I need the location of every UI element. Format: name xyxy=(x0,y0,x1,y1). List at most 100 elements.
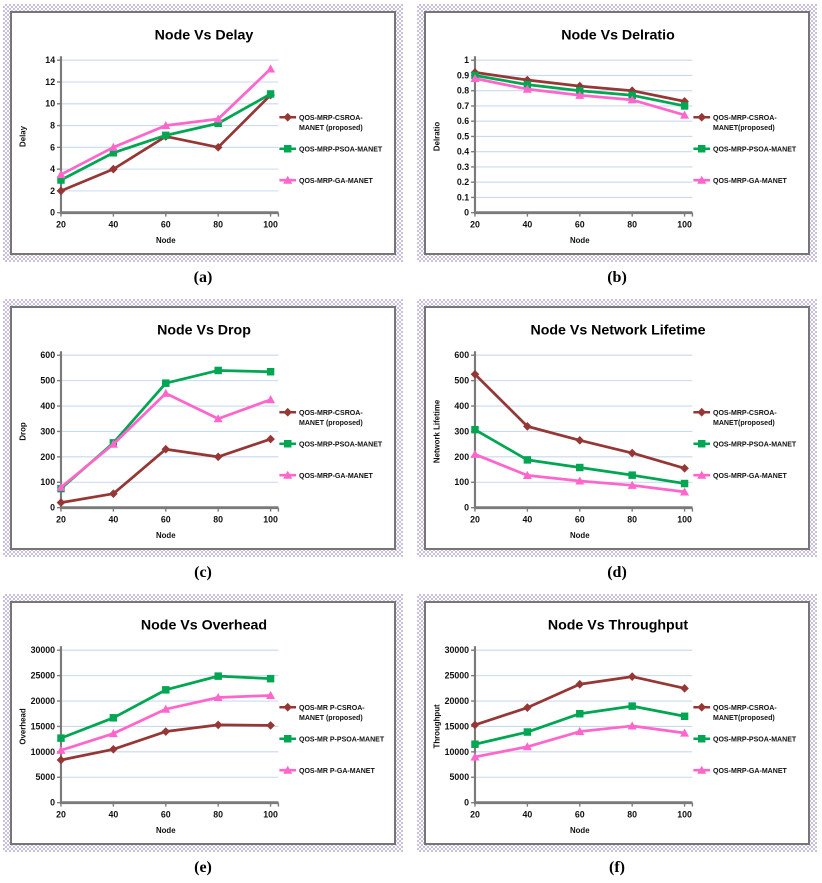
x-tick-label: 20 xyxy=(56,809,66,819)
legend-marker-triangle-icon xyxy=(697,470,707,479)
legend-entry: QOS-MRP-PSOA-MANET xyxy=(693,735,797,743)
legend-label: MANET (proposed) xyxy=(299,420,363,427)
series-point-marker-triangle-icon xyxy=(266,64,276,73)
y-axis-label: Drop xyxy=(19,422,28,441)
series-point-marker-triangle-icon xyxy=(522,84,532,93)
y-tick-label: 100 xyxy=(40,477,55,487)
y-tick-label: 0.7 xyxy=(457,101,469,111)
legend-marker-square-icon xyxy=(284,440,292,448)
y-tick-label: 1 xyxy=(464,55,469,65)
x-tick-label: 20 xyxy=(470,514,480,524)
chart-node-vs-drop: Node Vs Drop 0 100 200 300 400 500 600 20 40 60 80 1… xyxy=(19,323,383,541)
series-point-marker-square-icon xyxy=(57,734,65,742)
series-point-marker-square-icon xyxy=(266,90,275,98)
x-tick-label: 20 xyxy=(470,809,480,819)
legend-label: QOS-MRP-PSOA-MANET xyxy=(299,441,383,448)
legend-label: QOS-MR P-PSOA-MANET xyxy=(299,736,385,743)
y-tick-label: 5000 xyxy=(449,772,469,782)
figure-caption-b: (b) xyxy=(607,269,627,286)
y-tick-label: 10 xyxy=(45,99,55,109)
series-point-marker-square-icon xyxy=(266,674,275,683)
chart-node-vs-delay: Node Vs Delay 0 2 4 6 8 10 12 14 20 40 60 80 100 Delay… xyxy=(19,28,383,246)
chart-node-vs-overhead: Node Vs Overhead 0 5000 10000 15000 20000 2500… xyxy=(19,618,385,836)
series-point-marker-square-icon xyxy=(266,367,275,376)
x-tick-label: 60 xyxy=(161,219,171,229)
legend-label: QOS-MRP-GA-MANET xyxy=(299,473,374,480)
y-axis-label: Delay xyxy=(19,125,28,147)
y-tick-label: 200 xyxy=(454,452,469,462)
chart-node-vs-network-lifetime: Node Vs Network Lifetime 0 100 200 300 400 500… xyxy=(433,323,797,541)
legend-entry: QOS-MRP-CSROA- MANET(proposed) xyxy=(693,407,777,427)
legend-label: QOS-MRP-PSOA-MANET xyxy=(713,441,797,448)
series-point-marker-square-icon xyxy=(628,702,636,710)
legend-label: QOS-MRP-PSOA-MANET xyxy=(713,146,797,153)
series-point-marker-square-icon xyxy=(576,463,584,472)
legend-marker-square-icon xyxy=(284,145,292,153)
legend-entry: QOS-MRP-PSOA-MANET xyxy=(693,440,797,448)
x-tick-label: 40 xyxy=(522,219,532,229)
x-tick-label: 40 xyxy=(108,219,118,229)
legend-label: QOS-MRP-GA-MANET xyxy=(713,768,788,775)
x-tick-label: 40 xyxy=(108,809,118,819)
series-point-marker-square-icon xyxy=(628,91,636,100)
y-tick-label: 0.4 xyxy=(457,147,469,157)
series-line-diamond xyxy=(473,372,686,470)
y-tick-label: 20000 xyxy=(31,696,56,706)
legend-label: MANET(proposed) xyxy=(713,715,775,722)
x-tick-label: 60 xyxy=(161,809,171,819)
chart-frame-b: Node Vs Delratio 0 0.1 0.2 0.3 0.4 0.5 0.6 0.7 0.… xyxy=(417,4,817,262)
legend-label: QOS-MRP-GA-MANET xyxy=(299,178,374,185)
series-point-marker-diamond-icon xyxy=(266,434,275,444)
series-point-marker-diamond-icon xyxy=(56,755,66,765)
y-tick-label: 300 xyxy=(454,426,469,436)
y-tick-label: 10000 xyxy=(31,747,56,757)
figure-e: Node Vs Overhead 0 5000 10000 15000 20000 2500… xyxy=(3,594,403,879)
chart-panel-c: Node Vs Drop 0 100 200 300 400 500 600 20 40 60 80 1… xyxy=(10,306,396,550)
series-point-marker-triangle-icon xyxy=(213,692,223,702)
legend-entry: QOS-MRP-GA-MANET xyxy=(693,175,788,185)
y-tick-label: 100 xyxy=(454,477,469,487)
chart-title: Node Vs Delratio xyxy=(561,28,675,44)
chart-node-vs-delratio: Node Vs Delratio 0 0.1 0.2 0.3 0.4 0.5 0.6 0.7 0.… xyxy=(433,28,797,246)
x-tick-label: 60 xyxy=(575,219,585,229)
y-tick-label: 0.2 xyxy=(457,177,469,187)
y-tick-label: 0.6 xyxy=(457,116,469,126)
x-axis-label: Node xyxy=(156,236,176,245)
figure-c: Node Vs Drop 0 100 200 300 400 500 600 20 40 60 80 1… xyxy=(3,299,403,584)
series-point-marker-diamond-icon xyxy=(470,369,480,379)
legend-entry: QOS-MRP-GA-MANET xyxy=(279,175,374,185)
legend-marker-triangle-icon xyxy=(283,470,293,479)
x-tick-label: 20 xyxy=(470,219,480,229)
x-tick-label: 80 xyxy=(213,514,223,524)
figure-b: Node Vs Delratio 0 0.1 0.2 0.3 0.4 0.5 0.6 0.7 0.… xyxy=(417,4,817,289)
series-point-marker-diamond-icon xyxy=(575,436,585,445)
legend-entry: QOS-MRP-GA-MANET xyxy=(693,765,788,775)
series-point-marker-triangle-icon xyxy=(522,742,532,751)
series-point-marker-triangle-icon xyxy=(213,114,223,123)
series-point-marker-triangle-icon xyxy=(627,480,637,489)
y-tick-label: 400 xyxy=(40,401,55,411)
figure-caption-a: (a) xyxy=(193,269,213,286)
x-tick-label: 80 xyxy=(627,219,637,229)
series-point-marker-triangle-icon xyxy=(680,487,690,496)
series-point-marker-diamond-icon xyxy=(575,679,585,689)
series-point-marker-diamond-icon xyxy=(213,452,223,462)
chart-panel-a: Node Vs Delay 0 2 4 6 8 10 12 14 20 40 60 80 100 Delay… xyxy=(10,11,396,255)
y-axis-label: Delratio xyxy=(433,122,442,151)
legend-entry: QOS-MRP-GA-MANET xyxy=(693,470,788,480)
series-point-marker-diamond-icon xyxy=(213,720,223,730)
x-axis-label: Node xyxy=(156,531,176,540)
chart-frame-e: Node Vs Overhead 0 5000 10000 15000 20000 2500… xyxy=(3,594,403,852)
series-point-marker-square-icon xyxy=(523,728,532,736)
y-tick-label: 0 xyxy=(50,798,55,808)
legend-entry: QOS-MR P-PSOA-MANET xyxy=(279,735,385,743)
x-tick-label: 80 xyxy=(627,514,637,524)
series-point-marker-diamond-icon xyxy=(627,672,637,681)
x-tick-label: 20 xyxy=(56,514,66,524)
series-line-triangle xyxy=(59,694,272,752)
series-point-marker-triangle-icon xyxy=(56,170,66,179)
legend-label: QOS-MR P-CSROA- xyxy=(299,705,365,712)
y-tick-label: 0 xyxy=(50,503,55,513)
series-point-marker-triangle-icon xyxy=(56,482,66,491)
y-tick-label: 20000 xyxy=(445,696,470,706)
